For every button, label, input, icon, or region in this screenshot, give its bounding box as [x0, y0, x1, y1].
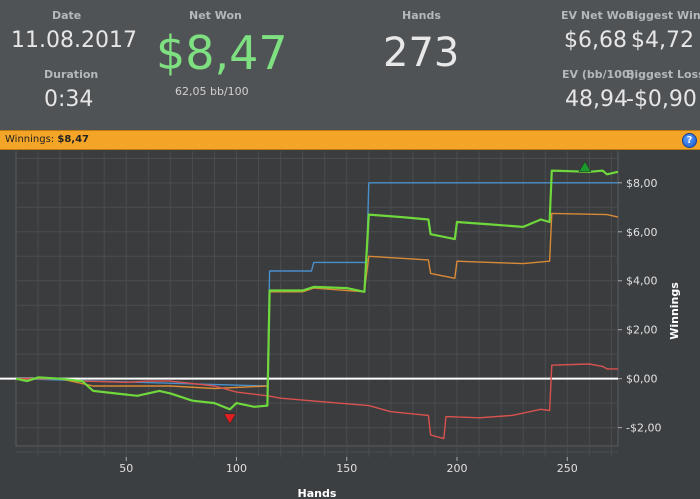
series-line-3	[16, 363, 618, 440]
winnings-chart-svg: $8,00 $6,00 $4,00 $2,00 $0,00 -$2,00 50 100 150…	[0, 140, 681, 499]
date-value: 11.08.2017	[11, 28, 137, 53]
winnings-bar-label: Winnings:	[5, 134, 55, 145]
ev-bb100-value: 48,94	[565, 87, 628, 112]
x-tick-label: 50	[119, 462, 133, 475]
y-tick-label: $6,00	[626, 226, 658, 239]
y-tick-label: -$2,00	[626, 422, 661, 435]
max-marker-icon	[578, 161, 592, 172]
biggest-loss-label: Biggest Loss	[626, 68, 700, 81]
hands-value: 273	[383, 30, 460, 76]
y-tick-label: $8,00	[626, 177, 658, 190]
hands-label: Hands	[402, 9, 441, 22]
winnings-chart: $8,00 $6,00 $4,00 $2,00 $0,00 -$2,00 50 100 150…	[0, 140, 700, 499]
help-icon[interactable]: ?	[682, 133, 697, 148]
series-line-2	[16, 212, 619, 390]
ev-net-won-value: $6,68	[564, 28, 627, 53]
y-axis-ticks: $8,00 $6,00 $4,00 $2,00 $0,00 -$2,00	[618, 177, 661, 435]
x-axis-ticks: 50 100 150 200 250	[119, 457, 578, 475]
winnings-bar: Winnings: $8,47 ?	[0, 130, 700, 150]
y-tick-label: $4,00	[626, 275, 658, 288]
series-line-0	[15, 169, 619, 411]
biggest-loss-value: -$0,90	[626, 87, 697, 112]
session-stats-panel: Date 11.08.2017 Duration 0:34 Net Won $8…	[0, 0, 700, 130]
x-tick-label: 150	[336, 462, 357, 475]
x-tick-label: 200	[447, 462, 468, 475]
net-won-label: Net Won	[189, 9, 242, 22]
y-tick-label: $2,00	[626, 324, 658, 337]
x-tick-label: 100	[226, 462, 247, 475]
y-axis-label: Winnings	[668, 282, 681, 340]
y-tick-label: $0,00	[626, 373, 658, 386]
min-marker-icon	[223, 413, 237, 425]
winnings-bar-value: $8,47	[57, 134, 89, 145]
x-axis-label: Hands	[298, 487, 337, 499]
ev-bb100-label: EV (bb/100)	[562, 68, 635, 81]
date-label: Date	[52, 9, 82, 22]
plot-background	[15, 140, 619, 447]
duration-label: Duration	[44, 68, 99, 81]
net-won-bb100: 62,05 bb/100	[175, 85, 249, 98]
x-tick-label: 250	[557, 462, 578, 475]
duration-value: 0:34	[44, 87, 94, 112]
biggest-win-value: $4,72	[631, 28, 694, 53]
chart-grid	[0, 151, 618, 457]
chart-series	[15, 169, 619, 440]
biggest-win-label: Biggest Win	[626, 9, 700, 22]
net-won-value: $8,47	[156, 26, 288, 80]
winnings-bar-text: Winnings: $8,47	[5, 134, 89, 145]
ev-net-won-label: EV Net Won	[561, 9, 634, 22]
chart-markers	[223, 161, 592, 425]
